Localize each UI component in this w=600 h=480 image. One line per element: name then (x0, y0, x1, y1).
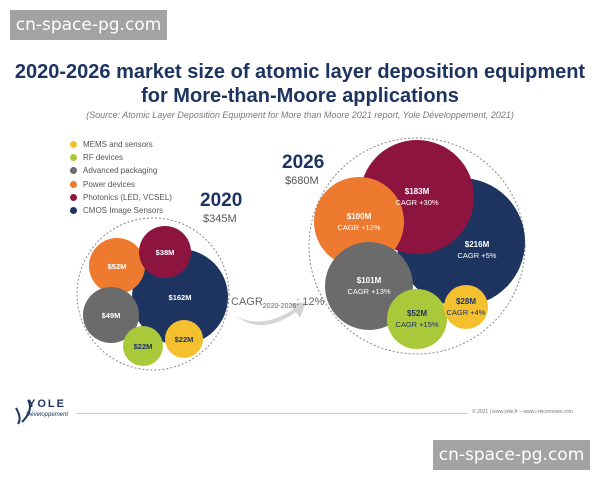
cagr-period: 2020-2026 (262, 303, 297, 311)
bubble-value-label: $183M (405, 187, 430, 196)
total-2020: $345M (203, 213, 237, 225)
legend-label: RF devices (83, 153, 124, 163)
legend-swatch (70, 180, 77, 188)
bubble-value-label: $101M (357, 276, 382, 285)
bubble-cagr-label: CAGR +5% (458, 251, 497, 260)
bubble-2026-mems-and-sensors (444, 285, 488, 329)
legend-label: Power devices (83, 179, 136, 189)
legend-label: MEMS and sensors (83, 140, 153, 150)
growth-arrow-icon (236, 302, 306, 326)
year-label-2026: 2026 (282, 152, 325, 173)
copyright: © 2021 | www.yole.fr – www.i-micronews.c… (472, 409, 573, 415)
legend-label: CMOS Image Sensors (83, 206, 164, 216)
legend-item: MEMS and sensors (70, 138, 172, 151)
bubble-cagr-label: CAGR +30% (395, 198, 438, 207)
legend-item: RF devices (70, 151, 172, 164)
watermark-bottom: cn-space-pg.com (433, 440, 590, 470)
logo-sub: Développement (26, 412, 69, 418)
logo-mark-icon (15, 399, 31, 425)
total-2026: $680M (285, 175, 319, 187)
legend-swatch (70, 167, 77, 175)
legend-swatch (70, 141, 77, 149)
bubble-value-label: $22M (134, 342, 153, 351)
chart-subtitle: (Source: Atomic Layer Deposition Equipme… (86, 110, 514, 120)
bubble-value-label: $52M (407, 309, 427, 318)
cagr-value: : 12% (296, 296, 325, 308)
bubble-2026-rf-devices (387, 289, 447, 349)
chart-title: 2020-2026 market size of atomic layer de… (14, 61, 586, 107)
legend: MEMS and sensors RF devices Advanced pac… (70, 138, 172, 217)
bubble-value-label: $100M (347, 212, 372, 221)
bubble-value-label: $28M (456, 297, 476, 306)
cagr-label: CAGR (231, 296, 263, 308)
legend-swatch (70, 207, 77, 215)
bubble-2020-power-devices (89, 238, 145, 294)
bubble-value-label: $38M (156, 248, 175, 257)
footer-divider (76, 413, 468, 414)
legend-swatch (70, 154, 77, 162)
logo-name: YOLE (28, 398, 66, 410)
bubble-value-label: $216M (465, 240, 490, 249)
year-label-2020: 2020 (200, 190, 243, 211)
year-2020-outline (76, 217, 230, 371)
bubble-cagr-label: CAGR +15% (395, 320, 438, 329)
bubble-2020-mems-and-sensors (165, 320, 203, 358)
legend-item: Photonics (LED, VCSEL) (70, 191, 172, 204)
legend-label: Photonics (LED, VCSEL) (83, 192, 172, 202)
legend-label: Advanced packaging (83, 166, 158, 176)
bubble-value-label: $22M (175, 335, 194, 344)
bubble-2020-advanced-packaging (83, 287, 139, 343)
overall-cagr: CAGR2020-2026: 12% (231, 296, 324, 310)
bubble-2020-rf-devices (123, 326, 163, 366)
bubble-value-label: $162M (169, 293, 192, 302)
year-2026-outline (308, 137, 526, 355)
legend-item: Advanced packaging (70, 164, 172, 177)
legend-item: CMOS Image Sensors (70, 204, 172, 217)
bubble-value-label: $49M (102, 311, 121, 320)
legend-swatch (70, 193, 77, 201)
legend-item: Power devices (70, 178, 172, 191)
watermark-top: cn-space-pg.com (10, 10, 167, 40)
bubble-value-label: $52M (108, 262, 127, 271)
bubble-cagr-label: CAGR +13% (347, 287, 390, 296)
bubble-cagr-label: CAGR +4% (447, 308, 486, 317)
bubble-2020-photonics-led-vcsel- (139, 226, 191, 278)
bubble-cagr-label: CAGR +12% (337, 223, 380, 232)
